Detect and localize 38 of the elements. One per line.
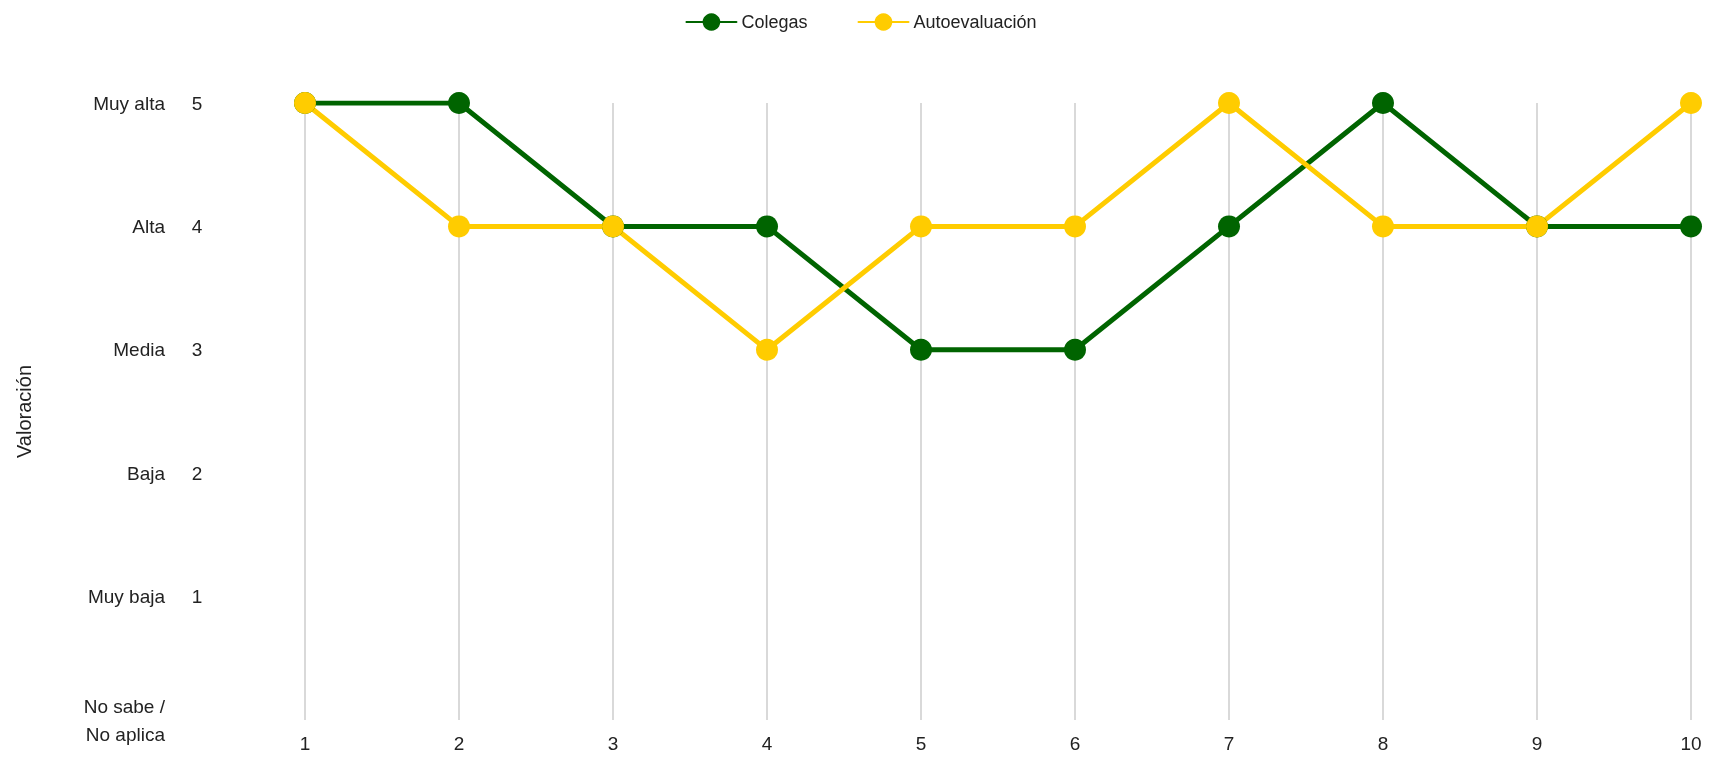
text: Baja — [126, 462, 166, 484]
text: Muy alta — [93, 92, 166, 114]
point — [756, 338, 778, 361]
legend-label: Autoevaluación — [913, 12, 1037, 32]
point — [1064, 338, 1086, 361]
y-tick-label: 2 — [191, 462, 203, 484]
point — [448, 215, 470, 238]
text: Alta — [132, 215, 166, 237]
legend-label: Colegas — [741, 12, 808, 32]
x-tick-label: 8 — [1377, 733, 1389, 754]
text: Muy baja — [87, 586, 166, 608]
point — [1218, 92, 1240, 114]
text: No sabe / No aplica — [83, 695, 166, 745]
x-tick-label: 6 — [1069, 733, 1081, 754]
point — [1218, 215, 1240, 238]
text: Valoración — [13, 364, 35, 459]
point — [1680, 215, 1702, 238]
point — [1372, 215, 1394, 238]
point — [1372, 92, 1394, 114]
x-tick-label: 7 — [1223, 733, 1235, 754]
y-tick-label: 4 — [191, 215, 203, 237]
x-tick-label: 3 — [607, 733, 619, 754]
x-tick-label: 9 — [1531, 733, 1543, 754]
x-tick-label: 10 — [1680, 733, 1702, 754]
x-tick-label: 5 — [915, 733, 927, 754]
y-tick-label: 5 — [191, 92, 203, 114]
point — [1064, 215, 1086, 238]
x-tick-label: 1 — [299, 733, 311, 754]
x-tick-label: 2 — [453, 733, 465, 754]
text: Media — [113, 339, 166, 361]
point — [910, 338, 932, 361]
point — [1680, 92, 1702, 114]
y-tick-label: 1 — [191, 586, 203, 608]
point — [910, 215, 932, 238]
x-tick-label: 4 — [761, 733, 773, 754]
point — [448, 92, 470, 114]
point — [756, 215, 778, 238]
y-tick-label: 3 — [191, 339, 203, 361]
